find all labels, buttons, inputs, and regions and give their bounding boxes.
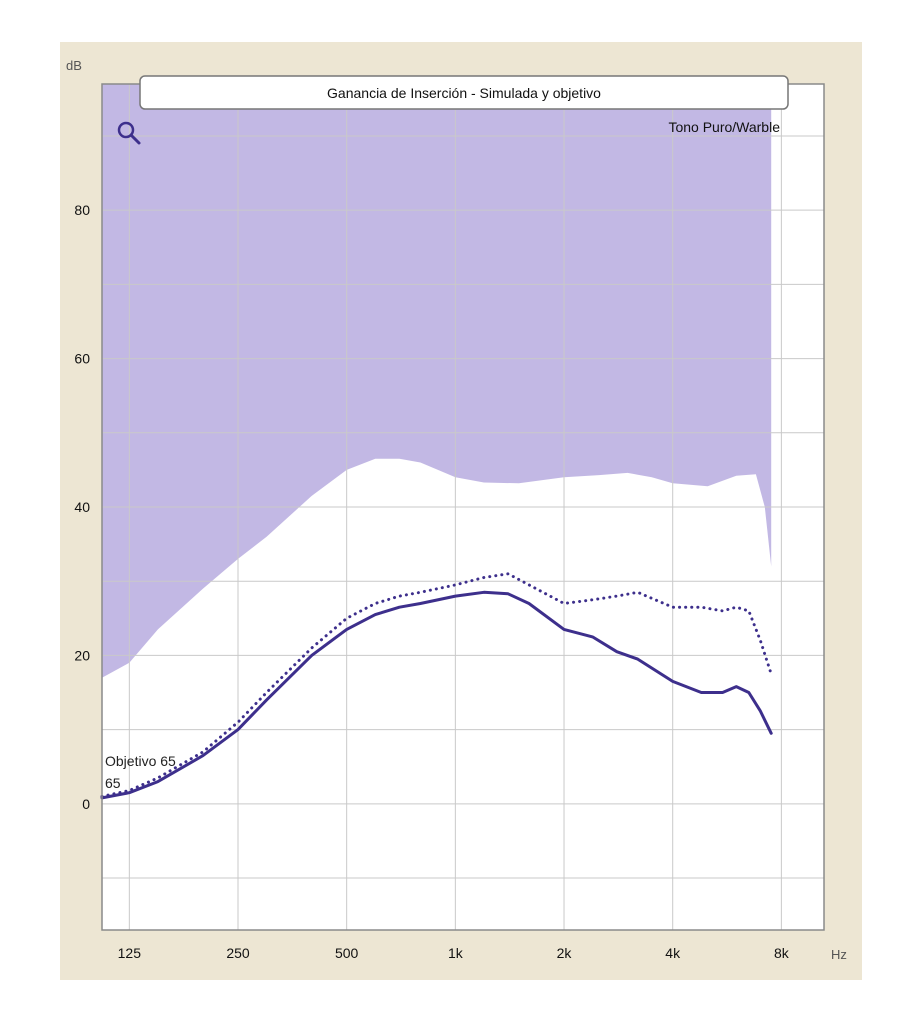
y-tick-label: 0 — [82, 796, 90, 812]
y-unit-label: dB — [66, 58, 82, 73]
chart-title: Ganancia de Inserción - Simulada y objet… — [327, 85, 601, 101]
grid-layer — [102, 84, 824, 930]
chart-panel: dB Hz 125 250 500 1k 2k 4k 8k 0 20 40 60 80 Gananc… — [60, 42, 862, 980]
series-line-target — [100, 572, 773, 798]
insertion-gain-chart: dB Hz 125 250 500 1k 2k 4k 8k 0 20 40 60 80 Gananc… — [66, 58, 847, 962]
series-labels: Objetivo 65 65 — [105, 753, 176, 791]
x-tick-label: 250 — [226, 945, 250, 961]
series-layer — [100, 572, 773, 800]
y-tick-label: 80 — [74, 202, 90, 218]
shaded-region-layer — [102, 84, 772, 678]
x-tick-label: 4k — [665, 945, 681, 961]
y-tick-label: 40 — [74, 499, 90, 515]
x-axis-ticks: 125 250 500 1k 2k 4k 8k — [118, 945, 790, 961]
chart-legend: Tono Puro/Warble — [668, 119, 780, 135]
series-label-simulated: 65 — [105, 775, 121, 791]
x-tick-label: 500 — [335, 945, 359, 961]
x-tick-label: 1k — [448, 945, 464, 961]
x-tick-label: 125 — [118, 945, 142, 961]
x-tick-label: 2k — [557, 945, 573, 961]
y-tick-label: 60 — [74, 351, 90, 367]
y-tick-label: 20 — [74, 647, 90, 663]
magnifier-icon[interactable] — [117, 121, 141, 145]
x-unit-label: Hz — [831, 947, 847, 962]
series-line-simulated — [100, 590, 773, 800]
chart-title-box: Ganancia de Inserción - Simulada y objet… — [139, 75, 789, 110]
shaded-region — [102, 84, 772, 678]
series-label-objetivo: Objetivo 65 — [105, 753, 176, 769]
y-axis-ticks: 0 20 40 60 80 — [74, 202, 90, 812]
x-tick-label: 8k — [774, 945, 790, 961]
